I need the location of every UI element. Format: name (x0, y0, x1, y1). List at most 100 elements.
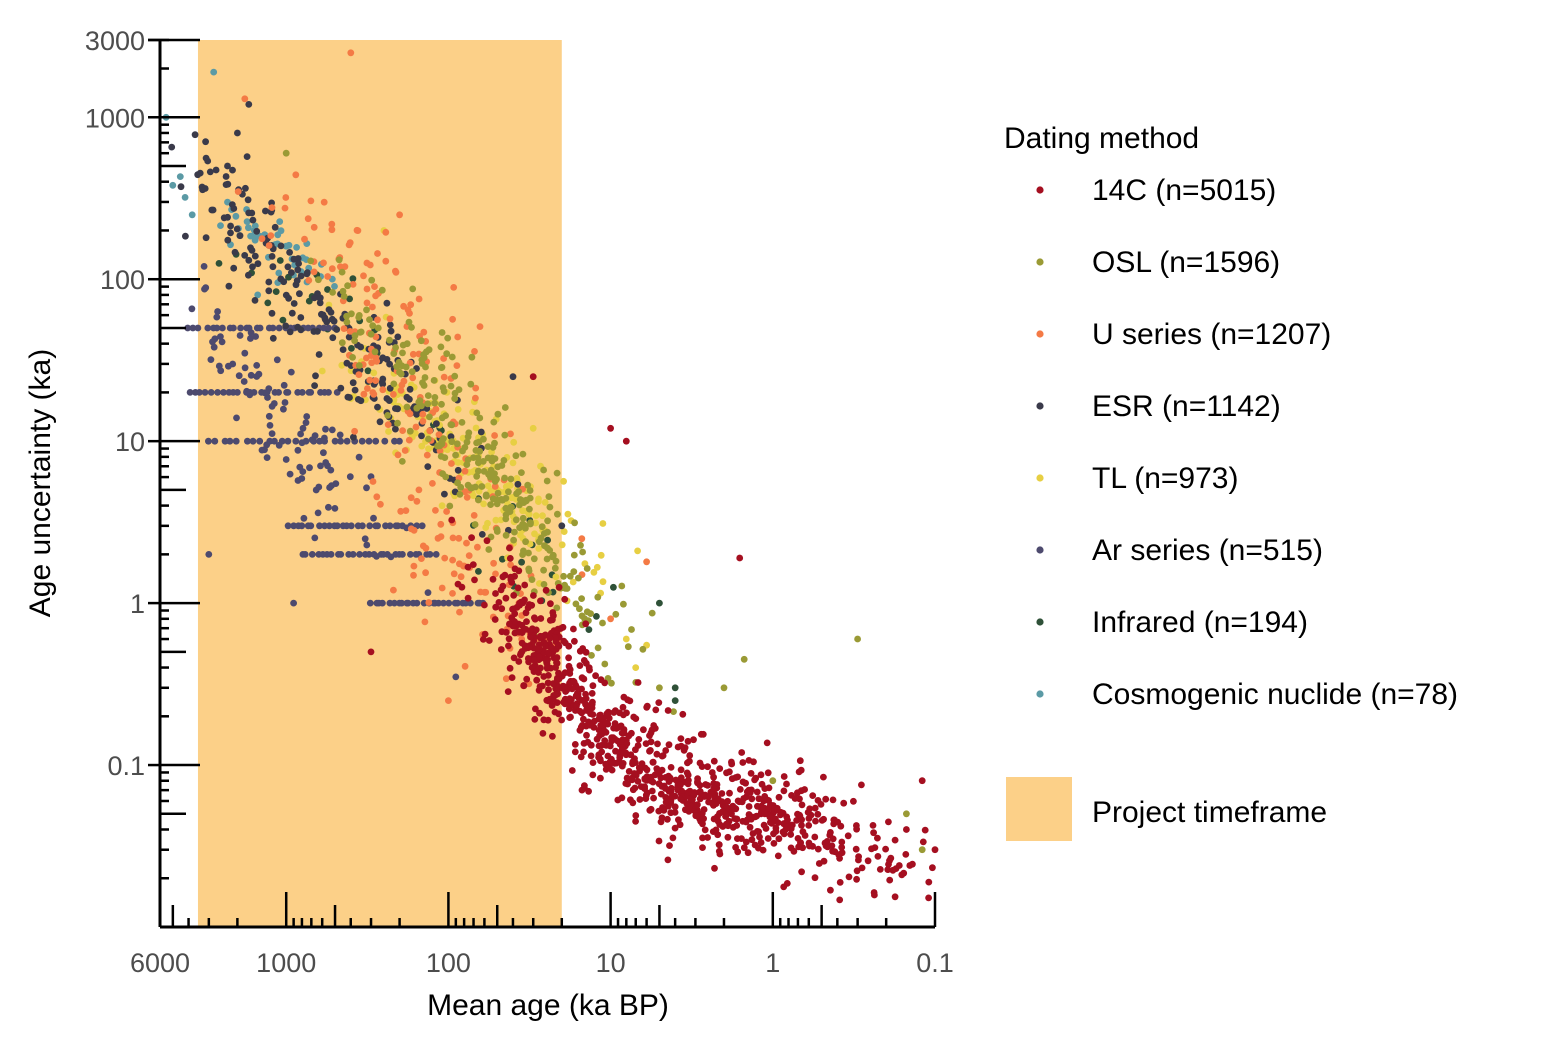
point-u-series (328, 220, 336, 228)
point-14c (766, 813, 774, 821)
point-14c (582, 690, 589, 698)
point-14c (531, 615, 539, 623)
point-14c (624, 780, 631, 788)
point-osl (355, 362, 363, 369)
point-osl (484, 443, 492, 450)
point-14c (811, 833, 819, 841)
point-14c (518, 639, 526, 647)
point-esr (441, 490, 448, 498)
point-esr (177, 183, 185, 191)
point-infrared (585, 626, 593, 633)
point-ar-series (280, 405, 287, 413)
point-tl (599, 578, 607, 586)
point-esr (290, 255, 298, 263)
point-osl (406, 427, 414, 435)
point-14c (565, 654, 572, 662)
point-ar-series (294, 477, 302, 484)
point-14c (643, 766, 651, 774)
point-14c (753, 828, 761, 835)
point-ar-series (252, 333, 259, 340)
point-osl (493, 526, 501, 533)
point-osl (561, 581, 568, 589)
point-14c (869, 822, 877, 829)
point-u-series (372, 377, 379, 384)
point-14c (533, 667, 540, 675)
point-infrared (349, 275, 357, 283)
point-osl (498, 462, 506, 469)
point-tl (560, 528, 568, 535)
point-osl (526, 505, 533, 513)
point-esr (394, 405, 401, 413)
point-u-series (382, 257, 390, 265)
project-timeframe-shading (197, 40, 562, 927)
point-osl (390, 350, 398, 357)
point-ar-series (205, 551, 213, 558)
point-ar-series (316, 437, 323, 445)
point-14c (464, 594, 472, 602)
point-ar-series (273, 356, 281, 364)
point-14c (760, 821, 768, 829)
point-14c (506, 555, 514, 562)
point-14c (734, 773, 742, 781)
point-esr (201, 185, 209, 192)
point-14c (756, 833, 763, 841)
point-infrared (671, 697, 679, 704)
point-14c (809, 792, 817, 799)
point-osl (522, 524, 529, 532)
point-osl (398, 458, 406, 465)
point-14c (829, 796, 837, 804)
point-14c (671, 803, 679, 811)
point-14c (589, 682, 597, 690)
point-14c (694, 801, 701, 809)
point-u-series (465, 552, 473, 559)
point-osl (510, 536, 517, 544)
point-14c (662, 774, 669, 781)
point-u-series (360, 272, 367, 280)
point-14c (604, 710, 612, 718)
y-axis-title: Age uncertainty (ka) (24, 349, 57, 617)
point-14c (536, 709, 543, 717)
point-14c (553, 654, 561, 661)
point-infrared (499, 555, 506, 563)
point-esr (312, 372, 319, 380)
point-ar-series (211, 437, 219, 445)
point-ar-series (331, 437, 339, 445)
point-14c (599, 714, 607, 722)
point-u-series (377, 500, 384, 508)
point-esr (229, 166, 236, 174)
point-osl (566, 572, 574, 580)
point-esr (251, 252, 259, 260)
point-osl (459, 447, 466, 455)
point-osl (540, 566, 547, 574)
point-esr (311, 382, 318, 389)
point-esr (286, 328, 294, 336)
point-u-series (491, 483, 499, 490)
point-14c (686, 752, 694, 759)
point-u-series (305, 277, 313, 284)
point-esr (314, 328, 321, 335)
point-esr (379, 354, 387, 362)
point-ar-series (407, 551, 414, 558)
point-osl (545, 493, 553, 500)
legend-label: 14C (n=5015) (1092, 174, 1276, 207)
point-osl (740, 655, 748, 663)
point-osl (544, 544, 551, 552)
point-cosmogenic-nuclide (181, 194, 189, 201)
point-infrared (272, 288, 280, 295)
point-esr (236, 232, 244, 240)
point-ar-series (365, 551, 373, 558)
point-osl (903, 810, 910, 818)
point-osl (453, 440, 461, 448)
point-osl (502, 494, 510, 502)
point-14c (838, 844, 846, 851)
point-osl (583, 608, 591, 616)
point-14c (642, 791, 650, 799)
point-esr (234, 129, 241, 137)
point-osl (473, 472, 481, 480)
point-14c (730, 804, 738, 811)
point-ar-series (290, 522, 298, 530)
point-14c (723, 820, 730, 828)
point-ar-series (205, 437, 212, 445)
point-esr (209, 206, 217, 214)
point-14c (507, 576, 515, 584)
